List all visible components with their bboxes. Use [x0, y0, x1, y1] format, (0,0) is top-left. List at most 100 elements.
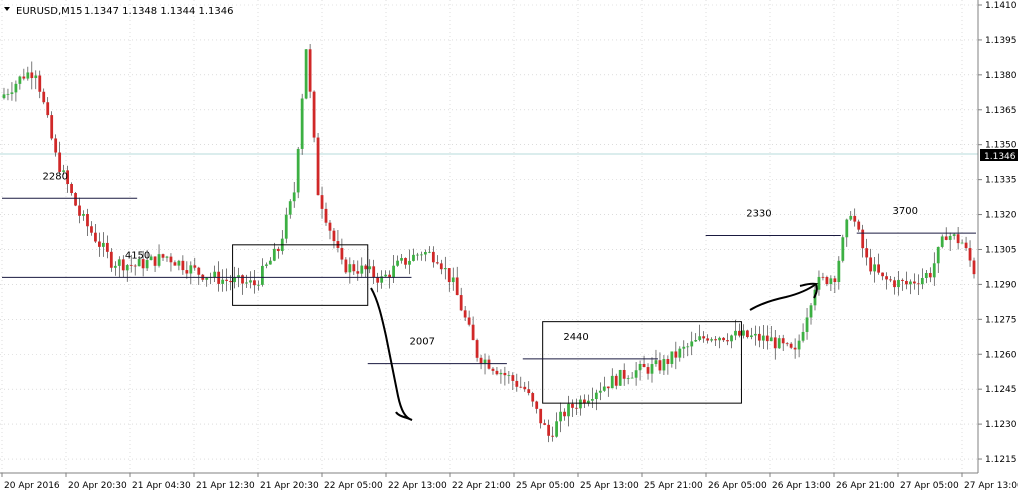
candle-body: [626, 378, 630, 380]
candle-body: [189, 265, 193, 274]
x-tick-label: 21 Apr 20:30: [260, 481, 319, 491]
candle-body: [912, 281, 916, 284]
y-tick-label: 1.1215: [985, 455, 1017, 465]
candle-body: [583, 399, 586, 404]
candle-body: [284, 214, 288, 239]
candle-body: [42, 91, 46, 103]
candle-body: [952, 234, 956, 236]
candle-body: [376, 277, 380, 283]
candle-body: [602, 386, 606, 391]
candle-body: [257, 284, 260, 286]
candle-body: [594, 392, 598, 400]
candle-body: [447, 268, 451, 283]
candle-body: [551, 435, 554, 437]
candle-body: [475, 340, 479, 358]
hand-drawn-arrows: [370, 282, 819, 421]
candle-body: [849, 215, 853, 220]
candle-body: [805, 317, 809, 332]
candle-body: [885, 276, 888, 280]
candle-body: [897, 279, 900, 288]
candle-body: [690, 341, 694, 347]
candle-body: [686, 346, 690, 348]
candle-body: [702, 336, 706, 339]
x-tick-label: 21 Apr 12:30: [196, 481, 255, 491]
current-price-label: 1.1346: [984, 152, 1016, 162]
candle-body: [261, 265, 264, 285]
candle-body: [889, 279, 892, 281]
candle-body: [113, 265, 117, 268]
candle-body: [109, 251, 113, 268]
candle-body: [893, 280, 896, 288]
candle-body: [10, 92, 14, 94]
candle-body: [491, 368, 495, 371]
current-price-marker: 1.1346: [980, 149, 1018, 162]
candle-body: [320, 195, 324, 209]
candle-body: [527, 389, 531, 394]
candle-body: [463, 310, 467, 318]
candle-body: [749, 335, 753, 338]
candle-body: [292, 192, 296, 202]
candle-body: [924, 272, 928, 278]
candle-body: [364, 265, 368, 270]
candle-body: [964, 242, 968, 249]
candle-body: [765, 335, 769, 342]
x-tick-label: 26 Apr 21:00: [836, 481, 895, 491]
candle-body: [519, 386, 523, 388]
candle-body: [559, 411, 562, 422]
candle-body: [837, 260, 841, 283]
y-tick-label: 1.1230: [985, 420, 1017, 430]
candle-body: [793, 347, 797, 350]
candle-body: [276, 248, 280, 252]
candle-body: [213, 271, 217, 278]
level-label: 2007: [409, 337, 434, 348]
candle-body: [117, 259, 121, 266]
candle-body: [515, 380, 519, 387]
candle-body: [920, 277, 924, 285]
y-axis-ticks: 1.1410 1.1395 1.1380 1.1365 1.1350 1.1335 1.13…: [978, 1, 1017, 465]
candle-body: [169, 256, 173, 263]
candle-body: [789, 343, 793, 348]
y-tick-label: 1.1260: [985, 350, 1017, 360]
candle-body: [233, 277, 236, 283]
candle-body: [507, 375, 511, 376]
x-tick-label: 27 Apr 13:00: [964, 481, 1018, 491]
candle-body: [833, 278, 837, 283]
candle-body: [98, 241, 101, 247]
candle-body: [34, 75, 38, 79]
candle-body: [471, 324, 475, 341]
y-tick-label: 1.1410: [985, 1, 1017, 11]
candle-body: [308, 49, 312, 92]
candle-body: [575, 407, 578, 409]
candle-body: [916, 283, 920, 285]
candle-body: [773, 337, 777, 349]
candle-body: [58, 152, 62, 172]
candle-body: [483, 359, 487, 364]
candle-body: [718, 337, 721, 341]
candle-body: [412, 254, 415, 261]
candle-body: [424, 252, 427, 255]
candle-body: [905, 280, 908, 285]
dropdown-triangle-icon[interactable]: [4, 7, 10, 11]
candle-body: [543, 423, 547, 425]
candle-body: [877, 264, 880, 273]
y-tick-label: 1.1335: [985, 176, 1017, 186]
candle-body: [451, 277, 455, 283]
x-axis-ticks: 20 Apr 2016 20 Apr 20:30 21 Apr 04:30 21 Ap…: [1, 473, 1018, 491]
candle-body: [845, 219, 849, 238]
annotation-box: [542, 321, 742, 404]
x-tick-label: 25 Apr 13:00: [580, 481, 639, 491]
candle-body: [610, 375, 614, 389]
candle-body: [416, 254, 419, 256]
candle-body: [698, 336, 702, 341]
candle-body: [682, 346, 686, 349]
candle-body: [70, 184, 73, 194]
x-tick-label: 21 Apr 04:30: [132, 481, 191, 491]
candle-body: [801, 331, 805, 341]
candle-body: [817, 276, 821, 290]
candle-body: [841, 237, 845, 261]
candle-body: [241, 275, 244, 284]
candle-body: [861, 229, 865, 249]
candle-body: [161, 254, 165, 258]
candle-body: [960, 242, 964, 244]
